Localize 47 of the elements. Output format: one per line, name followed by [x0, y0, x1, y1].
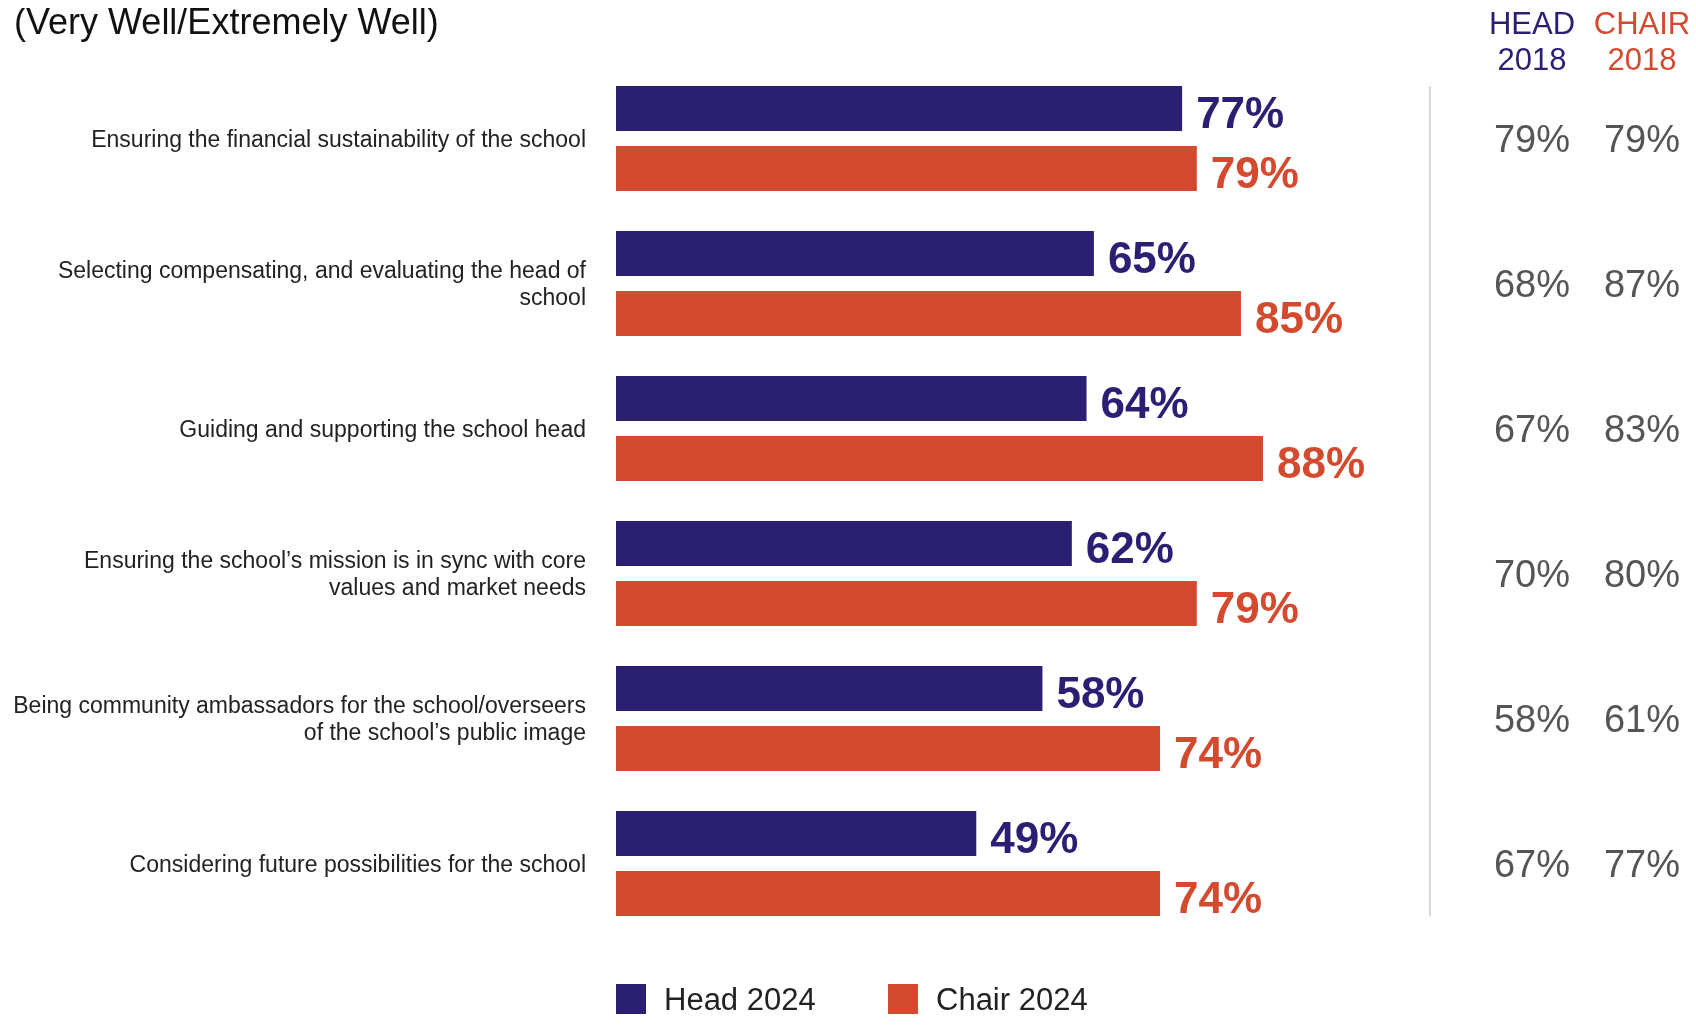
- bar: [616, 521, 1072, 566]
- text: 79%: [1603, 117, 1681, 160]
- text: 58%: [1493, 697, 1571, 740]
- bar: [616, 436, 1263, 481]
- text: 67%: [1493, 842, 1571, 885]
- text: 80%: [1603, 552, 1681, 595]
- text: 77%: [1603, 842, 1681, 885]
- legend-label: Head 2024: [664, 981, 816, 1017]
- text: 83%: [1603, 407, 1681, 450]
- data-label: 74%: [1174, 727, 1263, 777]
- y-tick-label: Considering future possibilities for the school: [129, 850, 586, 877]
- bar: [616, 376, 1087, 421]
- data-label: 49%: [990, 812, 1079, 862]
- y-tick-label: Guiding and supporting the school head: [179, 415, 586, 442]
- bar: [616, 86, 1183, 131]
- data-label: 77%: [1196, 87, 1285, 137]
- text: 79%: [1493, 117, 1571, 160]
- data-label: 74%: [1174, 872, 1263, 922]
- text: 67%: [1493, 407, 1571, 450]
- bar: [616, 291, 1241, 336]
- text: CHAIR 2018: [1593, 6, 1691, 77]
- data-label: 64%: [1100, 377, 1189, 427]
- bar: [616, 581, 1197, 626]
- data-label: 79%: [1210, 147, 1299, 197]
- text: 68%: [1493, 262, 1571, 305]
- text: 70%: [1493, 552, 1571, 595]
- data-label: 65%: [1107, 232, 1196, 282]
- data-label: 58%: [1056, 667, 1145, 717]
- bar: [616, 871, 1161, 916]
- y-tick-label: Selecting compensating, and evaluating the head of school: [57, 257, 587, 311]
- bar: [616, 811, 977, 856]
- y-tick-label: Being community ambassadors for the school/overseers of the school’s public image: [13, 692, 586, 746]
- bar: [616, 726, 1161, 771]
- y-tick-label: Ensuring the school’s mission is in sync with core values and market needs: [84, 547, 586, 601]
- text: (Very Well/Extremely Well): [14, 1, 439, 42]
- bar: [616, 146, 1197, 191]
- text: HEAD 2018: [1488, 6, 1576, 77]
- data-label: 79%: [1210, 582, 1299, 632]
- bar: [616, 666, 1043, 711]
- y-tick-label: Ensuring the financial sustainability of the school: [91, 125, 586, 152]
- data-label: 85%: [1254, 292, 1344, 342]
- data-label: 88%: [1277, 437, 1366, 487]
- bar: [616, 231, 1094, 276]
- text: 87%: [1603, 262, 1681, 305]
- text: 61%: [1603, 697, 1681, 740]
- data-label: 62%: [1085, 522, 1174, 572]
- legend-label: Chair 2024: [936, 981, 1088, 1017]
